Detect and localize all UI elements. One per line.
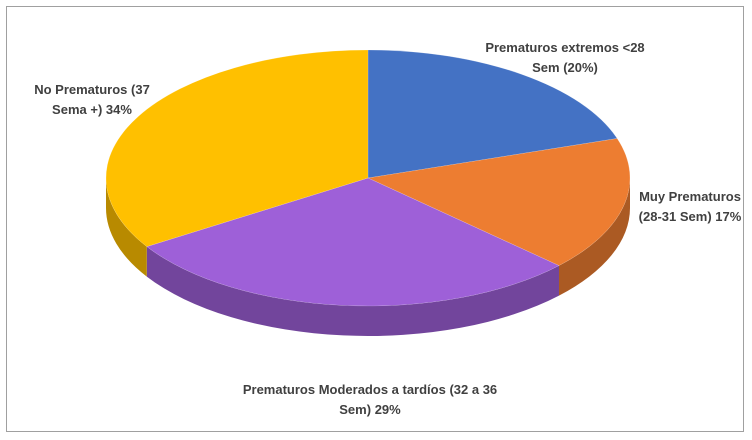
- chart-frame: [6, 6, 744, 432]
- category-label: Muy Prematuros (28-31 Sem): [638, 189, 741, 224]
- value-label: 34%: [105, 102, 132, 117]
- category-label: No Prematuros (37 Sema +): [34, 82, 150, 117]
- value-label: (20%): [563, 60, 598, 75]
- pie-slice: [367, 138, 631, 266]
- pie-slice: [146, 177, 560, 307]
- pie-slice: [105, 49, 369, 247]
- pie-wall: [558, 178, 630, 296]
- category-label: Prematuros Moderados a tardíos (32 a 36 …: [242, 382, 498, 417]
- pie-wall: [146, 246, 559, 336]
- value-label: 17%: [715, 209, 742, 224]
- slice-label: Prematuros Moderados a tardíos (32 a 36 …: [235, 380, 505, 420]
- slice-label: Muy Prematuros (28-31 Sem) 17%: [635, 187, 745, 227]
- category-label: Prematuros extremos <28 Sem: [485, 40, 645, 75]
- slice-label: Prematuros extremos <28 Sem (20%): [470, 38, 660, 78]
- pie-slice: [367, 49, 618, 179]
- value-label: 29%: [374, 402, 401, 417]
- slice-label: No Prematuros (37 Sema +) 34%: [17, 80, 167, 120]
- pie-wall: [106, 178, 147, 277]
